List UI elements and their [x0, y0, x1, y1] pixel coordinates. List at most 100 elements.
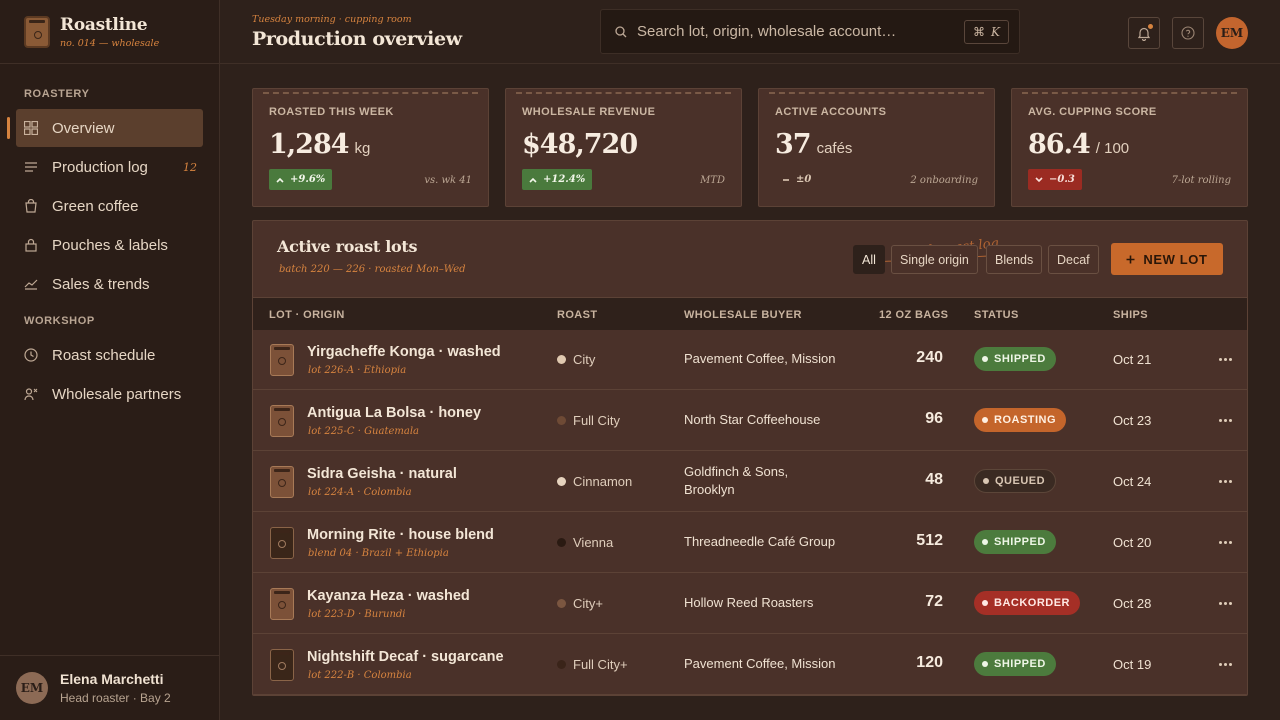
lot-name[interactable]: Sidra Geisha · natural	[307, 466, 457, 482]
ship-date: Oct 24	[1113, 474, 1152, 489]
status-badge: ROASTING	[974, 408, 1067, 432]
help-button[interactable]	[1172, 17, 1204, 49]
stat-label: ACTIVE ACCOUNTS	[775, 106, 887, 118]
sidebar-item-wholesale-partners[interactable]: Wholesale partners	[16, 375, 203, 413]
sidebar-item-overview[interactable]: Overview	[7, 109, 203, 147]
more-options-icon[interactable]	[1217, 534, 1233, 550]
more-options-icon[interactable]	[1217, 656, 1233, 672]
filter-single-origin[interactable]: Single origin	[891, 245, 978, 274]
lot-name[interactable]: Antigua La Bolsa · honey	[307, 405, 482, 421]
wholesale-buyer: Pavement Coffee, Mission	[684, 351, 836, 366]
roast-label: City+	[573, 596, 603, 611]
chevron-up-icon	[529, 177, 537, 183]
column-header-roast[interactable]: ROAST	[557, 309, 598, 321]
sidebar-item-sales-trends[interactable]: Sales & trends	[16, 265, 203, 303]
bag-count: 72	[925, 593, 943, 610]
roast-label: Cinnamon	[573, 474, 633, 489]
filter-all[interactable]: All	[853, 245, 885, 274]
brand-name: Roastline	[60, 14, 148, 35]
column-header-status[interactable]: STATUS	[974, 309, 1019, 321]
stat-card-accounts: ACTIVE ACCOUNTS 37 cafés ±0 2 onboarding	[758, 88, 995, 207]
chart-icon	[24, 279, 38, 290]
list-icon	[25, 162, 37, 172]
lot-name[interactable]: Nightshift Decaf · sugarcane	[307, 649, 504, 665]
brand[interactable]: Roastline no. 014 — wholesale	[0, 0, 219, 64]
status-dot	[983, 478, 989, 484]
notification-dot	[1147, 23, 1154, 30]
sidebar-item-label: Overview	[52, 119, 115, 137]
table-row[interactable]: Yirgacheffe Konga · washed lot 226-A · Et…	[253, 329, 1247, 390]
ship-date: Oct 20	[1113, 535, 1152, 550]
coffee-pouch-icon	[270, 649, 294, 681]
status-badge: SHIPPED	[974, 347, 1056, 371]
table-row[interactable]: Sidra Geisha · natural lot 224-A · Colomb…	[253, 451, 1247, 512]
column-header-lot[interactable]: LOT · ORIGIN	[269, 309, 345, 321]
stat-label: AVG. CUPPING SCORE	[1028, 106, 1157, 118]
stat-label: ROASTED THIS WEEK	[269, 106, 394, 118]
stat-value: $48,720	[522, 129, 638, 160]
bell-icon	[1137, 27, 1151, 41]
sidebar-item-production-log[interactable]: Production log 12	[16, 148, 203, 186]
table-row[interactable]: Kayanza Heza · washed lot 223-D · Burundi…	[253, 573, 1247, 634]
coffee-pouch-icon	[270, 527, 294, 559]
column-header-ships[interactable]: SHIPS	[1113, 309, 1149, 321]
more-options-icon[interactable]	[1217, 473, 1233, 489]
shortcut-key: K	[991, 25, 1000, 39]
table-header: LOT · ORIGIN ROAST WHOLESALE BUYER 12 OZ…	[253, 297, 1247, 330]
wholesale-buyer: North Star Coffeehouse	[684, 412, 821, 427]
sidebar-item-label: Green coffee	[52, 197, 139, 215]
stat-card-roasted: ROASTED THIS WEEK 1,284 kg +9.6% vs. wk 4…	[252, 88, 489, 207]
user-profile[interactable]: EM Elena Marchetti Head roaster · Bay 2	[0, 655, 220, 720]
notifications-button[interactable]	[1128, 17, 1160, 49]
user-role: Head roaster · Bay 2	[60, 691, 171, 705]
stat-note: MTD	[700, 175, 725, 186]
column-header-bags[interactable]: 12 OZ BAGS	[879, 309, 949, 321]
delta-badge: −0.3	[1028, 169, 1082, 190]
sidebar-item-label: Sales & trends	[52, 275, 150, 293]
status-label: SHIPPED	[994, 658, 1046, 670]
roast-level: City+	[557, 596, 603, 611]
sidebar-item-label: Pouches & labels	[52, 236, 168, 254]
sidebar-item-green-coffee[interactable]: Green coffee	[16, 187, 203, 225]
new-lot-button[interactable]: NEW LOT	[1111, 243, 1223, 275]
help-icon	[1181, 26, 1195, 40]
bag-icon	[25, 199, 37, 213]
chevron-up-icon	[276, 177, 284, 183]
lot-meta: lot 225-C · Guatemala	[308, 426, 420, 437]
panel-subtitle: batch 220 — 226 · roasted Mon–Wed	[279, 264, 466, 275]
roast-color-dot	[557, 660, 566, 669]
more-options-icon[interactable]	[1217, 595, 1233, 611]
more-options-icon[interactable]	[1217, 351, 1233, 367]
panel-title: Active roast lots	[277, 237, 418, 256]
lot-meta: lot 222-B · Colombia	[308, 670, 412, 681]
active-roast-lots-panel: Active roast lots batch 220 — 226 · roas…	[252, 220, 1248, 696]
filter-blends[interactable]: Blends	[986, 245, 1043, 274]
filter-decaf[interactable]: Decaf	[1048, 245, 1099, 274]
roast-label: Full City	[573, 413, 620, 428]
delta-badge: +12.4%	[522, 169, 593, 190]
sidebar-item-roast-schedule[interactable]: Roast schedule	[16, 336, 203, 374]
table-row[interactable]: Antigua La Bolsa · honey lot 225-C · Guat…	[253, 390, 1247, 451]
stat-label: WHOLESALE REVENUE	[522, 106, 656, 118]
sidebar-item-pouches-labels[interactable]: Pouches & labels	[16, 226, 203, 264]
delta-value: +12.4%	[543, 174, 586, 185]
delta-value: ±0	[796, 174, 812, 185]
roast-color-dot	[557, 538, 566, 547]
lot-name[interactable]: Kayanza Heza · washed	[307, 588, 470, 604]
lot-name[interactable]: Morning Rite · house blend	[307, 527, 494, 543]
column-header-buyer[interactable]: WHOLESALE BUYER	[684, 309, 802, 321]
user-avatar-button[interactable]: EM	[1216, 17, 1248, 49]
lot-meta: blend 04 · Brazil + Ethiopia	[308, 548, 449, 559]
search-input[interactable]: Search lot, origin, wholesale account… ⌘…	[600, 9, 1020, 54]
table-row[interactable]: Morning Rite · house blend blend 04 · Bra…	[253, 512, 1247, 573]
lock-bag-icon	[25, 238, 37, 252]
roast-level: Cinnamon	[557, 474, 632, 489]
status-label: BACKORDER	[994, 597, 1070, 609]
lot-name[interactable]: Yirgacheffe Konga · washed	[307, 344, 501, 360]
status-label: SHIPPED	[994, 353, 1046, 365]
more-options-icon[interactable]	[1217, 412, 1233, 428]
table-row[interactable]: Nightshift Decaf · sugarcane lot 222-B · …	[253, 634, 1247, 695]
coffee-pouch-icon	[270, 466, 294, 498]
status-label: QUEUED	[995, 475, 1046, 487]
status-badge: SHIPPED	[974, 652, 1056, 676]
